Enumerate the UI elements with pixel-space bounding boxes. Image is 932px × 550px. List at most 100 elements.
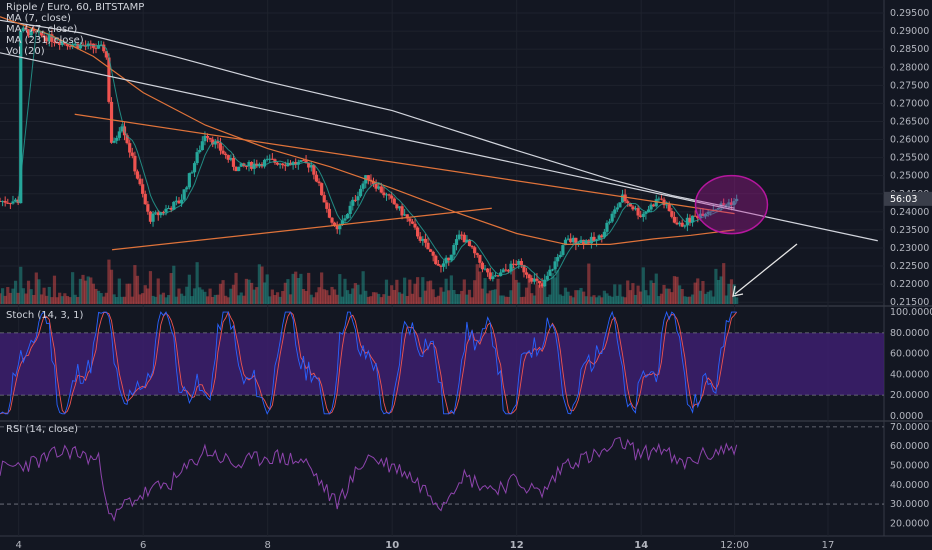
stoch-tick-label: 0.0000: [890, 411, 923, 422]
candle-body: [55, 42, 59, 44]
volume-bar: [457, 294, 461, 304]
time-axis[interactable]: 4 6 8 10 12 14 12:00 17: [15, 540, 834, 550]
volume-bar: [299, 273, 303, 304]
candle-body: [548, 269, 552, 276]
candle-body: [281, 163, 285, 166]
candle-body: [270, 158, 274, 160]
candle-body: [325, 202, 329, 209]
volume-bar: [488, 290, 492, 304]
volume-bar: [431, 289, 435, 304]
candle-body: [493, 275, 498, 277]
candle-body: [696, 215, 700, 219]
volume-bar: [335, 294, 339, 304]
candle-body: [327, 208, 332, 218]
rsi-pane[interactable]: [0, 426, 884, 522]
candle-body: [190, 172, 194, 174]
volume-bar: [537, 284, 542, 304]
volume-bar: [371, 292, 376, 304]
volume-bar: [307, 272, 311, 304]
volume-bar: [408, 279, 412, 304]
volume-bar: [244, 278, 249, 304]
candle-body: [615, 207, 619, 210]
stoch-k-line: [0, 310, 737, 415]
candle-body: [410, 221, 415, 224]
volume-bar: [239, 292, 243, 304]
price-tick-label: 0.23000: [890, 243, 929, 254]
volume-bar: [722, 263, 726, 304]
candle-body: [582, 239, 586, 245]
candle-body: [146, 204, 150, 212]
candle-body: [309, 165, 313, 168]
volume-bar: [73, 294, 77, 304]
volume-bar: [390, 285, 394, 304]
volume-bar: [309, 294, 313, 304]
candle-body: [135, 171, 140, 179]
candle-body: [343, 218, 347, 221]
volume-bar: [130, 296, 134, 304]
volume-bar: [553, 277, 557, 304]
volume-bar: [0, 288, 5, 304]
candle-body: [729, 202, 734, 206]
volume-bar: [58, 292, 62, 304]
candle-body: [613, 209, 617, 214]
candle-body: [312, 165, 316, 175]
candle-body: [434, 255, 438, 265]
candle-body: [678, 222, 682, 225]
volume-bar: [8, 292, 12, 304]
candle-body: [698, 213, 702, 219]
price-axis[interactable]: 0.29500 0.29000 0.28500 0.28000 0.27500 0.270…: [884, 8, 932, 529]
candle-body: [156, 212, 160, 216]
candle-body: [623, 194, 627, 202]
volume-bar: [304, 290, 308, 304]
volume-bar: [662, 284, 666, 304]
volume-bar: [724, 295, 728, 304]
rsi-tick-label: 70.0000: [890, 422, 929, 433]
candle-body: [330, 217, 334, 223]
candle-body: [514, 263, 518, 265]
volume-bar: [574, 290, 578, 304]
candle-body: [198, 150, 202, 153]
candle-body: [390, 195, 394, 199]
price-pane[interactable]: [0, 16, 878, 304]
price-tick-label: 0.24000: [890, 207, 929, 218]
price-tick-label: 0.27000: [890, 98, 929, 109]
volume-bar: [397, 292, 402, 304]
volume-bar: [615, 295, 619, 304]
volume-bar: [141, 293, 145, 304]
volume-bar: [587, 263, 591, 304]
candle-body: [81, 44, 85, 46]
volume-bar: [187, 274, 191, 304]
volume-bar: [597, 295, 601, 304]
candle-body: [460, 234, 464, 236]
volume-bar: [205, 296, 210, 304]
volume-bar: [159, 294, 163, 304]
volume-bar: [511, 267, 516, 304]
volume-bar: [434, 297, 438, 304]
volume-bar: [519, 297, 523, 304]
volume-bar: [278, 296, 282, 304]
candle-body: [96, 45, 101, 49]
volume-bar: [24, 293, 28, 304]
volume-bar: [626, 280, 630, 304]
volume-bar: [719, 276, 723, 304]
candle-body: [42, 35, 46, 38]
candle-body: [488, 272, 492, 280]
candle-body: [571, 237, 575, 243]
candle-body: [130, 152, 134, 156]
volume-bar: [530, 293, 534, 304]
stoch-pane[interactable]: [0, 310, 884, 415]
candle-body: [683, 225, 687, 227]
candle-body: [703, 213, 708, 216]
volume-bar: [208, 288, 212, 304]
candle-body: [454, 239, 459, 246]
volume-bar: [224, 295, 228, 304]
candle-body: [340, 220, 344, 225]
candle-body: [722, 203, 726, 205]
candle-body: [167, 208, 171, 210]
stoch-tick-label: 40.0000: [890, 369, 929, 380]
candle-body: [58, 42, 62, 46]
volume-bar: [683, 296, 687, 304]
ma231-label: MA (231, close): [6, 35, 84, 46]
candle-body: [247, 161, 251, 167]
